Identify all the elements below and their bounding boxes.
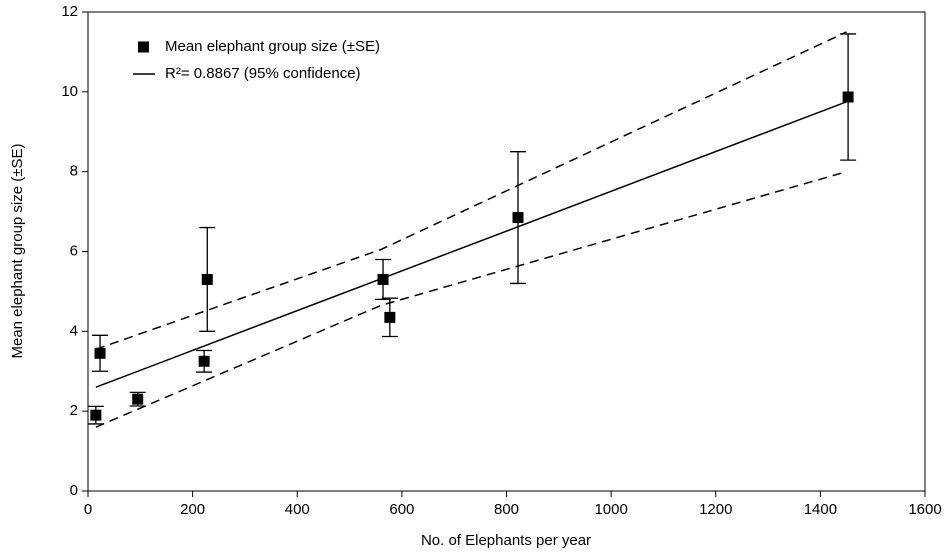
x-tick-label: 0 xyxy=(84,501,92,518)
data-point xyxy=(201,273,213,285)
regression-line xyxy=(95,101,847,388)
confidence-line xyxy=(95,170,847,428)
data-point xyxy=(94,347,106,359)
y-tick-label: 8 xyxy=(70,163,78,180)
data-point xyxy=(842,91,854,103)
data-point xyxy=(377,273,389,285)
x-tick-label: 400 xyxy=(285,501,310,518)
x-tick-label: 1600 xyxy=(908,501,941,518)
data-point xyxy=(512,212,524,224)
y-tick-label: 10 xyxy=(61,83,78,100)
x-tick-label: 1200 xyxy=(699,501,732,518)
data-point xyxy=(198,355,210,367)
data-point xyxy=(384,311,396,323)
y-axis-label: Mean elephant group size (±SE) xyxy=(9,143,26,358)
data-point xyxy=(90,409,102,421)
x-axis-label: No. of Elephants per year xyxy=(421,532,591,549)
legend-label: Mean elephant group size (±SE) xyxy=(165,38,380,55)
legend-marker xyxy=(138,41,149,53)
legend-label: R²= 0.8867 (95% confidence) xyxy=(165,65,361,82)
x-tick-label: 1400 xyxy=(804,501,837,518)
y-tick-label: 12 xyxy=(61,3,78,20)
x-tick-label: 800 xyxy=(494,501,519,518)
confidence-line xyxy=(95,31,847,351)
x-tick-label: 600 xyxy=(389,501,414,518)
plot-frame xyxy=(87,11,926,492)
y-tick-label: 0 xyxy=(70,482,78,499)
y-tick-label: 2 xyxy=(70,402,78,419)
x-tick-label: 1000 xyxy=(594,501,627,518)
data-point xyxy=(132,393,144,405)
y-tick-label: 4 xyxy=(70,322,78,339)
y-tick-label: 6 xyxy=(70,242,78,259)
x-tick-label: 200 xyxy=(180,501,205,518)
